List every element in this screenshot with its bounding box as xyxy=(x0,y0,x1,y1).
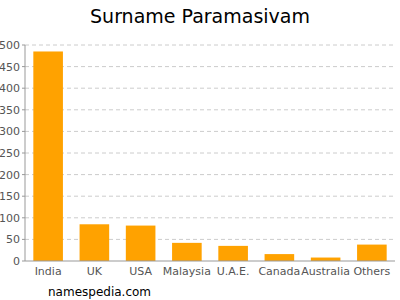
grid-line xyxy=(25,196,395,197)
y-axis xyxy=(25,45,26,261)
bar xyxy=(265,254,295,261)
grid-line xyxy=(25,88,395,89)
grid-line xyxy=(25,109,395,110)
tick-label: 350 xyxy=(0,104,20,117)
bars xyxy=(33,51,386,261)
category-label: Canada xyxy=(258,265,300,278)
grid-line xyxy=(25,217,395,218)
title: Surname Paramasivam xyxy=(90,5,310,27)
tick-label: 500 xyxy=(0,39,20,52)
source-note: namespedia.com xyxy=(48,285,151,299)
tick-label: 400 xyxy=(0,82,20,95)
tick-label: 250 xyxy=(0,147,20,160)
category-label: Malaysia xyxy=(163,265,211,278)
tick-label: 150 xyxy=(0,190,20,203)
bar xyxy=(33,51,63,261)
bar xyxy=(357,245,387,261)
category-label: UK xyxy=(87,265,103,278)
tick-label: 450 xyxy=(0,61,20,74)
bar xyxy=(80,224,110,261)
tick-label: 300 xyxy=(0,125,20,138)
category-label: India xyxy=(35,265,62,278)
category-label: Others xyxy=(353,265,390,278)
bar xyxy=(172,243,202,261)
grid-line xyxy=(25,131,395,132)
category-label: Australia xyxy=(301,265,350,278)
grid-line xyxy=(25,174,395,175)
bar xyxy=(126,226,156,261)
tick-label: 50 xyxy=(6,233,20,246)
tick-label: 100 xyxy=(0,212,20,225)
tick-label: 200 xyxy=(0,169,20,182)
grid-line xyxy=(25,45,395,46)
bar xyxy=(311,258,341,261)
chart: Surname Paramasivam 0 50 100 150 200 250 300 350… xyxy=(0,0,400,300)
category-label: USA xyxy=(129,265,152,278)
bar xyxy=(218,246,248,261)
grid-line xyxy=(25,66,395,67)
category-label: U.A.E. xyxy=(217,265,250,278)
x-axis xyxy=(25,261,395,262)
grid-line xyxy=(25,153,395,154)
tick-label: 0 xyxy=(13,255,20,268)
